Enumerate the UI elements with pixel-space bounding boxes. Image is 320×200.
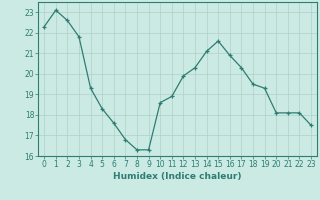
X-axis label: Humidex (Indice chaleur): Humidex (Indice chaleur) bbox=[113, 172, 242, 181]
